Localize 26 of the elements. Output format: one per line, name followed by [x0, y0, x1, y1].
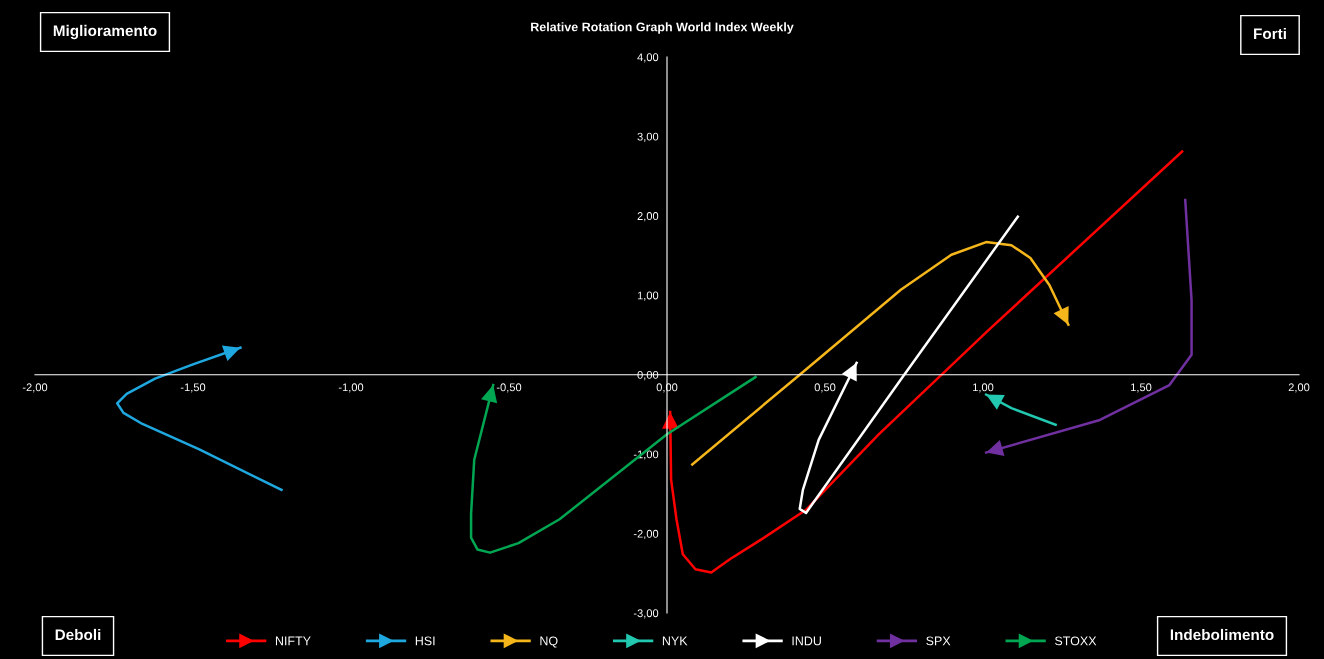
- x-tick-label: 0,50: [814, 383, 836, 393]
- legend-label: NYK: [662, 636, 688, 646]
- x-tick-label: -1,50: [180, 383, 206, 393]
- y-tick-label: 1,00: [637, 291, 659, 301]
- y-tick-label: 2,00: [637, 212, 659, 222]
- text: Miglioramento: [53, 24, 157, 40]
- x-tick-label: 1,00: [973, 383, 994, 393]
- y-tick-label: 3,00: [637, 132, 659, 142]
- legend-label: INDU: [792, 636, 821, 646]
- x-tick-label: 1,50: [1131, 383, 1152, 393]
- legend-label: STOXX: [1054, 636, 1097, 646]
- y-tick-label: -2,00: [633, 529, 659, 540]
- x-tick-label: -2,00: [22, 383, 48, 393]
- legend-label: NQ: [540, 636, 558, 648]
- legend-label: HSI: [415, 636, 435, 646]
- text: Indebolimento: [1170, 628, 1274, 641]
- chart-title: Relative Rotation Graph World Index Weekly: [531, 22, 794, 34]
- y-tick-label: 4,00: [637, 53, 659, 63]
- text: Forti: [1254, 27, 1286, 40]
- legend-label: NIFTY: [275, 636, 311, 646]
- x-tick-label: 2,00: [1288, 383, 1310, 393]
- legend-label: SPX: [926, 636, 951, 646]
- text: Deboli: [55, 628, 101, 641]
- y-tick-label: -3,00: [633, 609, 659, 619]
- x-tick-label: -0,50: [496, 383, 522, 393]
- x-tick-label: -1,00: [338, 383, 364, 393]
